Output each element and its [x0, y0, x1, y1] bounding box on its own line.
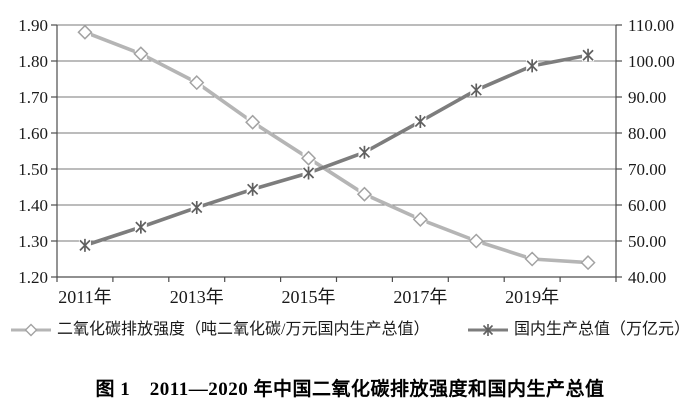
diamond-marker	[133, 46, 149, 62]
left-tick-label: 1.80	[18, 52, 48, 71]
star-marker	[582, 49, 594, 61]
x-tick-label: 2015年	[282, 287, 336, 307]
right-tick-label: 100.00	[628, 52, 675, 71]
right-tick-label: 90.00	[628, 88, 666, 107]
series-markers-1	[78, 48, 595, 252]
x-tick-label: 2013年	[170, 287, 224, 307]
line-chart-plot: 1.20 1.30 1.40 1.50 1.60 1.70 1.80 1.90 40.00 50.…	[18, 16, 675, 307]
star-marker	[526, 60, 538, 72]
star-marker	[247, 183, 259, 195]
left-tick-label: 1.90	[18, 16, 48, 35]
legend-label: 国内生产总值（万亿元）	[513, 321, 690, 338]
series-line-1	[83, 53, 590, 248]
axes: 1.20 1.30 1.40 1.50 1.60 1.70 1.80 1.90 40.00 50.…	[18, 16, 675, 307]
star-marker	[358, 146, 371, 158]
diamond-marker	[356, 186, 373, 202]
right-tick-label: 40.00	[628, 268, 666, 287]
chart-legend: 二氧化碳排放强度（吨二氧化碳/万元国内生产总值） 国内生产总值（万亿元）	[0, 317, 700, 343]
left-tick-label: 1.50	[18, 160, 48, 179]
star-marker-icon	[467, 324, 508, 336]
gridlines	[57, 24, 616, 278]
legend-star	[482, 324, 494, 336]
diamond-marker	[524, 251, 540, 267]
diamond-marker-icon	[11, 323, 51, 337]
right-tick-label: 80.00	[628, 124, 666, 143]
left-tick-label: 1.20	[18, 268, 48, 287]
right-tick-label: 50.00	[628, 232, 666, 251]
series-markers-0	[77, 24, 596, 271]
left-tick-label: 1.60	[18, 124, 48, 143]
left-tick-label: 1.70	[18, 88, 48, 107]
right-tick-label: 110.00	[628, 16, 674, 35]
diamond-marker	[468, 233, 484, 249]
right-tick-label: 60.00	[628, 196, 666, 215]
x-tick-label: 2019年	[505, 287, 559, 307]
x-tick-label: 2017年	[393, 287, 447, 307]
diamond-marker	[412, 211, 428, 227]
star-marker	[302, 167, 315, 179]
legend-label: 二氧化碳排放强度（吨二氧化碳/万元国内生产总值）	[57, 321, 430, 338]
diamond-marker	[245, 114, 261, 130]
left-tick-label: 1.30	[18, 232, 48, 251]
star-marker	[414, 115, 426, 128]
diamond-marker	[580, 255, 596, 271]
left-tick-label: 1.40	[18, 196, 48, 215]
diamond-marker	[77, 24, 93, 40]
legend-diamond	[24, 323, 38, 337]
star-marker	[135, 221, 147, 233]
star-marker	[470, 84, 482, 96]
figure-caption: 图 1 2011—2020 年中国二氧化碳排放强度和国内生产总值	[95, 379, 605, 400]
diamond-marker	[300, 150, 317, 166]
legend-item-0: 二氧化碳排放强度（吨二氧化碳/万元国内生产总值）	[10, 317, 429, 343]
star-marker	[191, 201, 203, 214]
series-line-0	[83, 30, 590, 265]
x-tick-label: 2011年	[58, 287, 111, 307]
right-tick-label: 70.00	[628, 160, 666, 179]
legend-item-1: 国内生产总值（万亿元）	[467, 317, 690, 343]
star-marker	[79, 239, 91, 251]
diamond-marker	[189, 75, 205, 91]
